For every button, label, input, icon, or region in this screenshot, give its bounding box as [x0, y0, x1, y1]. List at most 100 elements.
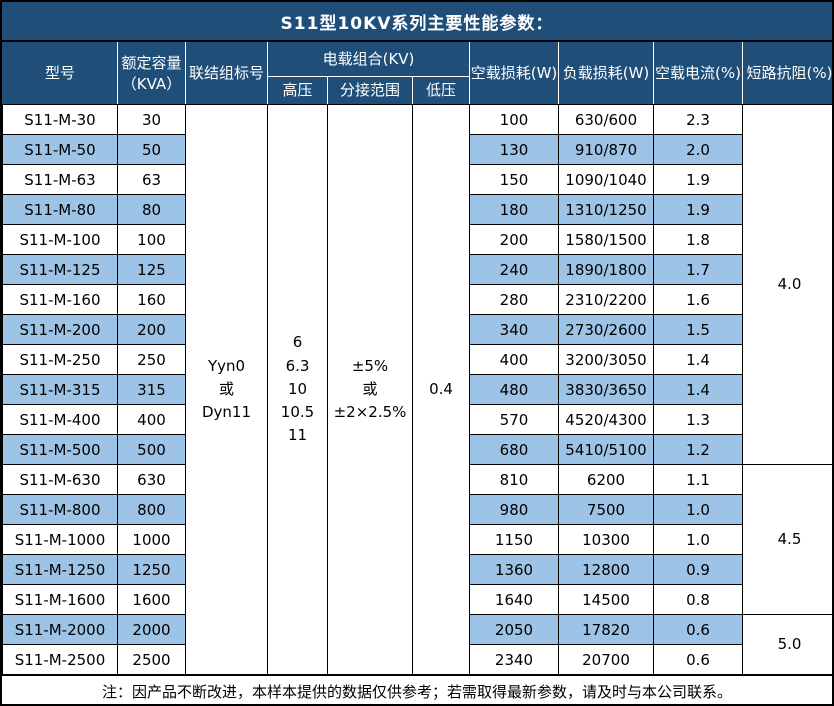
no-load-loss-cell: 1640	[469, 584, 559, 615]
no-load-current-cell: 1.4	[653, 374, 743, 405]
col-header-vector-group: 联结组标号	[185, 42, 268, 105]
no-load-loss-cell: 810	[469, 464, 559, 495]
load-loss-cell: 910/870	[558, 134, 654, 165]
table-row: S11-M-30 30 Yyn0 或 Dyn11 6 6.3 10 10.5 1…	[2, 104, 832, 675]
table-row: S11-M-100 100 200 1580/1500 1.8	[2, 224, 833, 255]
kva-cell: 630	[117, 464, 186, 495]
model-cell: S11-M-1000	[2, 524, 118, 555]
load-loss-cell: 1310/1250	[558, 194, 654, 225]
kva-cell: 100	[117, 224, 186, 255]
table-row: S11-M-2000 2000 2050 17820 0.6 5.0	[2, 614, 832, 675]
load-loss-cell: 14500	[558, 584, 654, 615]
no-load-current-cell: 1.1	[653, 464, 743, 495]
kva-cell: 1600	[117, 584, 186, 615]
impedance-group-cell: 5.0	[742, 614, 832, 675]
load-loss-cell: 17820	[558, 614, 654, 645]
model-cell: S11-M-80	[2, 194, 118, 225]
kva-cell: 250	[117, 344, 186, 375]
model-cell: S11-M-2500	[2, 644, 118, 675]
no-load-loss-cell: 1150	[469, 524, 559, 555]
no-load-current-cell: 0.6	[653, 614, 743, 645]
kva-cell: 160	[117, 284, 186, 315]
no-load-current-cell: 0.8	[653, 584, 743, 615]
kva-cell: 200	[117, 314, 186, 345]
no-load-loss-cell: 150	[469, 164, 559, 195]
model-cell: S11-M-160	[2, 284, 118, 315]
kva-cell: 800	[117, 494, 186, 525]
no-load-current-cell: 1.2	[653, 434, 743, 465]
no-load-loss-cell: 340	[469, 314, 559, 345]
no-load-loss-cell: 240	[469, 254, 559, 285]
table-row: S11-M-63 63 150 1090/1040 1.9	[2, 164, 833, 195]
no-load-loss-cell: 680	[469, 434, 559, 465]
no-load-current-cell: 2.3	[653, 104, 743, 135]
load-loss-cell: 6200	[558, 464, 654, 495]
header-row-sub: 高压 分接范围 低压	[3, 76, 833, 105]
tap-range-cell: ±5% 或 ±2×2.5%	[327, 104, 413, 675]
no-load-loss-cell: 130	[469, 134, 559, 165]
model-cell: S11-M-1250	[2, 554, 118, 585]
model-cell: S11-M-250	[2, 344, 118, 375]
table-header: 型号 额定容量 （KVA） 联结组标号 电载组合(KV) 空载损耗(W) 负载损…	[2, 42, 833, 105]
no-load-loss-cell: 100	[469, 104, 559, 135]
no-load-current-cell: 2.0	[653, 134, 743, 165]
col-header-voltage-combo: 电载组合(KV)	[267, 42, 470, 77]
kva-cell: 80	[117, 194, 186, 225]
no-load-loss-cell: 980	[469, 494, 559, 525]
model-cell: S11-M-200	[2, 314, 118, 345]
table-row: S11-M-2500 2500 2340 20700 0.6	[2, 644, 833, 675]
table-row: S11-M-630 630 810 6200 1.1 4.5	[2, 464, 832, 615]
table-row: S11-M-160 160 280 2310/2200 1.6	[2, 284, 833, 315]
no-load-current-cell: 0.9	[653, 554, 743, 585]
model-cell: S11-M-800	[2, 494, 118, 525]
no-load-current-cell: 1.3	[653, 404, 743, 435]
no-load-current-cell: 1.8	[653, 224, 743, 255]
col-header-no-load-current: 空载电流(%)	[653, 42, 743, 105]
model-cell: S11-M-315	[2, 374, 118, 405]
lv-cell: 0.4	[412, 104, 470, 675]
no-load-loss-cell: 1360	[469, 554, 559, 585]
kva-cell: 2500	[117, 644, 186, 675]
model-cell: S11-M-630	[2, 464, 118, 495]
model-cell: S11-M-100	[2, 224, 118, 255]
table-row: S11-M-50 50 130 910/870 2.0	[2, 134, 833, 165]
col-header-capacity: 额定容量 （KVA）	[117, 42, 186, 105]
table-row: S11-M-400 400 570 4520/4300 1.3	[2, 404, 833, 435]
no-load-loss-cell: 400	[469, 344, 559, 375]
no-load-current-cell: 1.6	[653, 284, 743, 315]
kva-cell: 1000	[117, 524, 186, 555]
table-title: S11型10KV系列主要性能参数：	[2, 2, 832, 42]
col-header-impedance: 短路抗阻(%)	[742, 42, 832, 105]
table-body: S11-M-30 30 Yyn0 或 Dyn11 6 6.3 10 10.5 1…	[2, 104, 833, 675]
load-loss-cell: 7500	[558, 494, 654, 525]
no-load-current-cell: 1.9	[653, 164, 743, 195]
load-loss-cell: 3200/3050	[558, 344, 654, 375]
model-cell: S11-M-125	[2, 254, 118, 285]
table-row: S11-M-500 500 680 5410/5100 1.2	[2, 434, 833, 465]
kva-cell: 1250	[117, 554, 186, 585]
table-row: S11-M-800 800 980 7500 1.0	[2, 494, 833, 525]
kva-cell: 63	[117, 164, 186, 195]
col-header-load-loss: 负载损耗(W)	[558, 42, 654, 105]
load-loss-cell: 2730/2600	[558, 314, 654, 345]
col-header-hv: 高压	[267, 76, 328, 105]
col-header-lv: 低压	[412, 76, 470, 105]
col-header-tap-range: 分接范围	[327, 76, 413, 105]
no-load-current-cell: 1.5	[653, 314, 743, 345]
kva-cell: 315	[117, 374, 186, 405]
kva-cell: 30	[117, 104, 186, 135]
footer-note: 注：因产品不断改进，本样本提供的数据仅供参考；若需取得最新参数，请及时与本公司联…	[2, 675, 832, 704]
no-load-current-cell: 1.7	[653, 254, 743, 285]
col-header-model: 型号	[2, 42, 118, 105]
no-load-loss-cell: 180	[469, 194, 559, 225]
load-loss-cell: 1890/1800	[558, 254, 654, 285]
no-load-current-cell: 1.0	[653, 494, 743, 525]
model-cell: S11-M-30	[2, 104, 118, 135]
no-load-current-cell: 1.0	[653, 524, 743, 555]
no-load-loss-cell: 200	[469, 224, 559, 255]
table-row: S11-M-1600 1600 1640 14500 0.8	[2, 584, 833, 615]
model-cell: S11-M-63	[2, 164, 118, 195]
load-loss-cell: 3830/3650	[558, 374, 654, 405]
model-cell: S11-M-2000	[2, 614, 118, 645]
